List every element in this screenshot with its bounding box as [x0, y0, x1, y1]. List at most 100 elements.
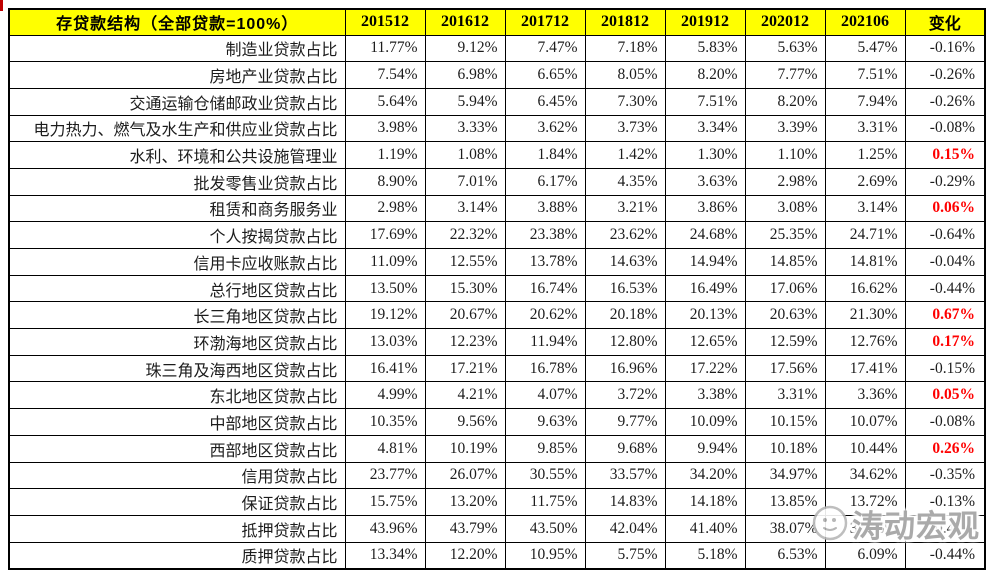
value-cell: 3.14% — [824, 194, 906, 223]
value-cell: 20.13% — [664, 301, 746, 330]
header-period-202106: 202106 — [824, 8, 906, 36]
value-cell: 1.08% — [424, 141, 506, 169]
row-label: 信用卡应收账款占比 — [8, 248, 346, 276]
table-row: 东北地区贷款占比 4.99% 4.21% 4.07% 3.72% 3.38% 3.31% 3.… — [8, 381, 986, 410]
change-cell: -0.08% — [904, 114, 986, 143]
change-cell: 0.15% — [904, 141, 986, 169]
value-cell: 3.88% — [504, 194, 586, 223]
loan-structure-table: 存贷款结构（全部贷款=100%） 201512 201612 201712 20181… — [8, 8, 986, 570]
value-cell: 12.65% — [664, 328, 746, 356]
value-cell: 4.81% — [344, 434, 426, 463]
value-cell: 8.20% — [664, 61, 746, 89]
value-cell: 14.83% — [584, 488, 666, 516]
change-cell: -0.35% — [904, 461, 986, 490]
change-cell: -0.04% — [904, 248, 986, 276]
row-label: 房地产业贷款占比 — [8, 61, 346, 89]
value-cell: 17.22% — [664, 354, 746, 383]
value-cell: 12.59% — [744, 328, 826, 356]
value-cell: 12.55% — [424, 248, 506, 276]
value-cell: 43.96% — [344, 514, 426, 543]
value-cell: 20.63% — [744, 301, 826, 330]
value-cell: 3.14% — [424, 194, 506, 223]
value-cell: 25.35% — [744, 221, 826, 249]
value-cell: 9.12% — [424, 34, 506, 63]
value-cell: 1.19% — [344, 141, 426, 169]
value-cell: 14.18% — [664, 488, 746, 516]
value-cell: 3.34% — [664, 114, 746, 143]
value-cell: 43.50% — [504, 514, 586, 543]
value-cell: 3.98% — [344, 114, 426, 143]
row-label: 环渤海地区贷款占比 — [8, 328, 346, 356]
table-row: 抵押贷款占比 43.96% 43.79% 43.50% 42.04% 41.40% 38.0… — [8, 514, 986, 543]
header-period-201512: 201512 — [344, 8, 426, 36]
value-cell: 37.65% — [824, 514, 906, 543]
value-cell: 6.65% — [504, 61, 586, 89]
value-cell: 9.56% — [424, 408, 506, 436]
value-cell: 20.18% — [584, 301, 666, 330]
value-cell: 5.75% — [584, 541, 666, 570]
value-cell: 9.77% — [584, 408, 666, 436]
value-cell: 38.07% — [744, 514, 826, 543]
value-cell: 13.34% — [344, 541, 426, 570]
value-cell: 9.63% — [504, 408, 586, 436]
value-cell: 30.55% — [504, 461, 586, 490]
value-cell: 9.68% — [584, 434, 666, 463]
value-cell: 17.56% — [744, 354, 826, 383]
value-cell: 4.99% — [344, 381, 426, 410]
header-row: 存贷款结构（全部贷款=100%） 201512 201612 201712 20181… — [8, 8, 986, 36]
table-row: 制造业贷款占比 11.77% 9.12% 7.47% 7.18% 5.83% 5.63% 5.… — [8, 34, 986, 63]
value-cell: 13.50% — [344, 274, 426, 303]
table-row: 信用卡应收账款占比 11.09% 12.55% 13.78% 14.63% 14.94% 1… — [8, 248, 986, 276]
change-cell: 0.05% — [904, 381, 986, 410]
change-cell: -0.44% — [904, 274, 986, 303]
value-cell: 10.44% — [824, 434, 906, 463]
value-cell: 34.97% — [744, 461, 826, 490]
value-cell: 1.84% — [504, 141, 586, 169]
value-cell: 3.21% — [584, 194, 666, 223]
table-row: 个人按揭贷款占比 17.69% 22.32% 23.38% 23.62% 24.68% 25… — [8, 221, 986, 249]
table-row: 环渤海地区贷款占比 13.03% 12.23% 11.94% 12.80% 12.65% 1… — [8, 328, 986, 356]
header-period-201712: 201712 — [504, 8, 586, 36]
value-cell: 7.51% — [824, 61, 906, 89]
value-cell: 34.62% — [824, 461, 906, 490]
change-cell: -0.15% — [904, 354, 986, 383]
value-cell: 9.85% — [504, 434, 586, 463]
value-cell: 2.98% — [744, 167, 826, 196]
value-cell: 43.79% — [424, 514, 506, 543]
value-cell: 23.38% — [504, 221, 586, 249]
value-cell: 11.77% — [344, 34, 426, 63]
value-cell: 6.98% — [424, 61, 506, 89]
table-row: 珠三角及海西地区贷款占比 16.41% 17.21% 16.78% 16.96% 17.2… — [8, 354, 986, 383]
row-label: 批发零售业贷款占比 — [8, 167, 346, 196]
value-cell: 5.63% — [744, 34, 826, 63]
value-cell: 3.63% — [664, 167, 746, 196]
table-row: 水利、环境和公共设施管理业 1.19% 1.08% 1.84% 1.42% 1.30% 1.… — [8, 141, 986, 169]
value-cell: 16.74% — [504, 274, 586, 303]
value-cell: 16.41% — [344, 354, 426, 383]
row-label: 西部地区贷款占比 — [8, 434, 346, 463]
value-cell: 5.64% — [344, 87, 426, 116]
value-cell: 12.80% — [584, 328, 666, 356]
value-cell: 3.62% — [504, 114, 586, 143]
value-cell: 13.85% — [744, 488, 826, 516]
row-label: 水利、环境和公共设施管理业 — [8, 141, 346, 169]
value-cell: 10.19% — [424, 434, 506, 463]
value-cell: 1.10% — [744, 141, 826, 169]
change-cell: -0.26% — [904, 87, 986, 116]
value-cell: 12.76% — [824, 328, 906, 356]
table-title: 存贷款结构（全部贷款=100%） — [8, 8, 346, 36]
table-row: 总行地区贷款占比 13.50% 15.30% 16.74% 16.53% 16.49% 17… — [8, 274, 986, 303]
value-cell: 15.30% — [424, 274, 506, 303]
value-cell: 22.32% — [424, 221, 506, 249]
value-cell: 6.17% — [504, 167, 586, 196]
value-cell: 26.07% — [424, 461, 506, 490]
value-cell: 11.09% — [344, 248, 426, 276]
table-row: 保证贷款占比 15.75% 13.20% 11.75% 14.83% 14.18% 13.8… — [8, 488, 986, 516]
table-row: 租赁和商务服务业 2.98% 3.14% 3.88% 3.21% 3.86% 3.08% 3.… — [8, 194, 986, 223]
value-cell: 12.20% — [424, 541, 506, 570]
change-cell: -0.29% — [904, 167, 986, 196]
value-cell: 11.94% — [504, 328, 586, 356]
value-cell: 14.81% — [824, 248, 906, 276]
value-cell: 6.45% — [504, 87, 586, 116]
value-cell: 3.86% — [664, 194, 746, 223]
